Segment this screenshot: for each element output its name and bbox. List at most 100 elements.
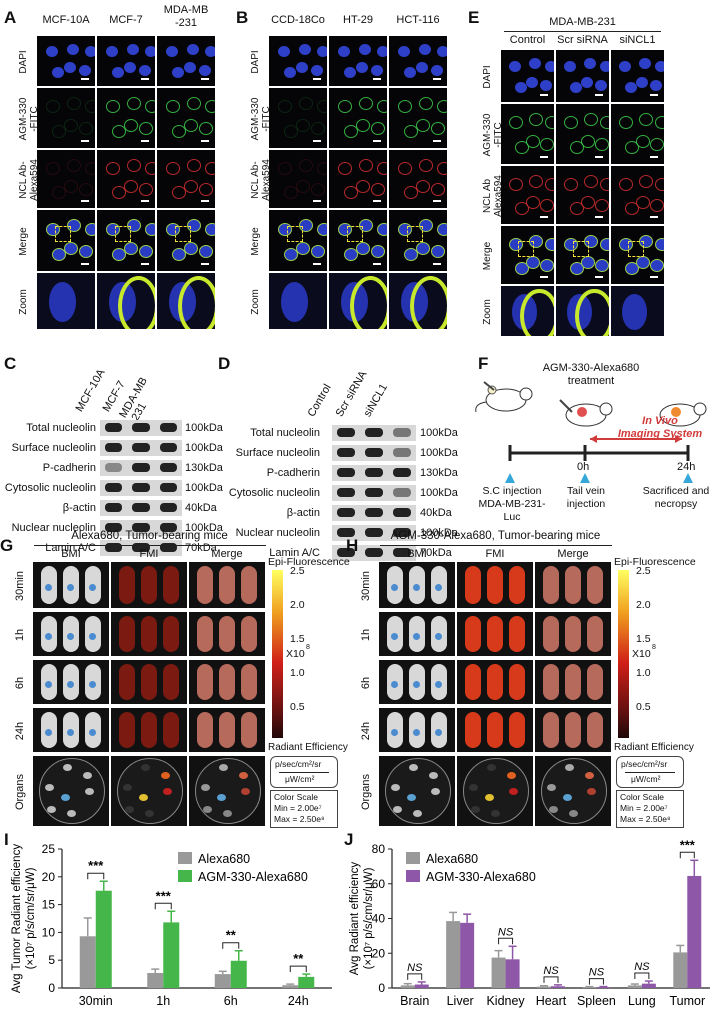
cell-mark bbox=[187, 43, 199, 55]
wb-band bbox=[159, 423, 177, 432]
legend-swatch bbox=[406, 852, 420, 864]
cell-mark bbox=[569, 262, 584, 275]
scale-bar bbox=[373, 140, 381, 142]
scale-bar bbox=[201, 140, 209, 142]
cell-mark bbox=[296, 180, 310, 193]
wb-band bbox=[132, 443, 150, 452]
ivis-row-label: 1h bbox=[14, 628, 26, 642]
ivis-row-label: Organs bbox=[360, 773, 372, 811]
organ-mark bbox=[409, 764, 418, 771]
ivis-image bbox=[457, 612, 533, 656]
cell-mark bbox=[377, 162, 387, 175]
color-scale-box: Color Scale Min = 2.00e⁷ Max = 2.50e⁸ bbox=[270, 790, 338, 828]
wb-kda-label: 100kDa bbox=[185, 482, 223, 494]
organ-mark bbox=[547, 784, 556, 791]
scale-tick: 1.0 bbox=[636, 667, 651, 679]
y-tick-label: 0 bbox=[378, 981, 385, 995]
panel-B-image bbox=[329, 273, 387, 329]
wb-band bbox=[337, 488, 355, 497]
ivis-row-label: Organs bbox=[14, 773, 26, 811]
scale-bar bbox=[81, 263, 89, 265]
bar bbox=[400, 985, 415, 988]
cell-mark bbox=[52, 247, 66, 261]
cell-mark bbox=[187, 97, 201, 111]
ivis-image bbox=[457, 756, 533, 826]
mouse-silhouette bbox=[197, 664, 213, 700]
panel-E-image bbox=[556, 226, 609, 284]
cell-mark bbox=[344, 67, 356, 79]
cell-mark bbox=[509, 116, 524, 130]
ivis-row-label: 24h bbox=[14, 721, 26, 741]
cell-mark bbox=[638, 58, 651, 70]
wb-band bbox=[365, 488, 383, 497]
wb-band bbox=[159, 463, 177, 472]
mouse-silhouette bbox=[487, 616, 503, 652]
cell-mark bbox=[594, 138, 609, 152]
f-step2-label: Tail vein injection bbox=[566, 485, 606, 510]
cell-mark bbox=[172, 247, 186, 261]
panel-A-image bbox=[37, 150, 95, 208]
color-scale-text: Min = 2.00e⁷ bbox=[274, 803, 322, 813]
mouse-silhouette bbox=[565, 664, 581, 700]
cell-mark bbox=[139, 183, 153, 196]
panel-B-row-label: Zoom bbox=[250, 289, 261, 315]
panel-E-col-label: Control bbox=[509, 34, 546, 46]
cell-mark bbox=[52, 186, 66, 199]
zoom-nucleus bbox=[49, 281, 76, 323]
bar bbox=[446, 921, 461, 988]
panel-E-image bbox=[556, 286, 609, 336]
organ-mark bbox=[471, 806, 480, 813]
cell-mark bbox=[398, 46, 410, 58]
mouse-silhouette bbox=[241, 664, 257, 700]
sig-label: *** bbox=[680, 838, 696, 852]
scale-mult-exp: 8 bbox=[652, 644, 656, 651]
cell-mark bbox=[344, 125, 358, 139]
cell-mark bbox=[124, 119, 138, 132]
cell-mark bbox=[317, 46, 327, 58]
sig-label: NS bbox=[498, 926, 514, 938]
panel-E-image bbox=[501, 286, 554, 336]
wb-band bbox=[159, 503, 177, 512]
panel-letter-F: F bbox=[478, 354, 489, 373]
panel-E-image bbox=[501, 226, 554, 284]
wb-blot-strip bbox=[332, 485, 416, 501]
tumor-marker bbox=[45, 633, 52, 640]
wb-kda-label: 40kDa bbox=[185, 502, 217, 514]
ivis-image bbox=[111, 756, 187, 826]
tumor-marker bbox=[45, 681, 52, 688]
cell-mark bbox=[79, 64, 91, 76]
mouse-silhouette bbox=[141, 664, 157, 700]
scale-tick: 2.5 bbox=[290, 565, 305, 577]
cell-mark bbox=[431, 244, 445, 258]
f-step3-label: Sacrificed and necropsy bbox=[642, 485, 710, 510]
cell-mark bbox=[64, 180, 78, 193]
zoom-membrane bbox=[178, 275, 215, 329]
cell-mark bbox=[112, 125, 126, 139]
panel-E-row-label: DAPI bbox=[482, 65, 493, 89]
x-tick-label: 24h bbox=[288, 994, 309, 1008]
cell-mark bbox=[278, 100, 292, 114]
mouse-silhouette bbox=[119, 616, 135, 652]
organ-mark bbox=[429, 772, 438, 779]
wb-band bbox=[105, 463, 123, 472]
bar bbox=[95, 890, 112, 988]
wb-band bbox=[365, 448, 383, 457]
x-tick-label: Lung bbox=[628, 994, 656, 1008]
cell-mark bbox=[525, 256, 540, 269]
organ-mark bbox=[485, 794, 494, 801]
mouse-2-icon bbox=[559, 399, 613, 427]
cell-mark bbox=[124, 62, 136, 73]
wb-band bbox=[393, 448, 411, 457]
y-tick-label: 40 bbox=[372, 912, 386, 926]
scale-unit-box: p/sec/cm²/sr μW/cm² bbox=[270, 756, 338, 788]
cell-mark bbox=[139, 64, 151, 76]
cell-mark bbox=[619, 116, 634, 130]
wb-band bbox=[159, 443, 177, 452]
panel-A-image bbox=[157, 36, 215, 86]
wb-band bbox=[105, 543, 123, 552]
bar bbox=[163, 922, 180, 988]
bar bbox=[147, 972, 164, 988]
cell-mark bbox=[67, 43, 79, 55]
cell-mark bbox=[284, 247, 298, 261]
wb-blot-strip bbox=[100, 520, 182, 536]
